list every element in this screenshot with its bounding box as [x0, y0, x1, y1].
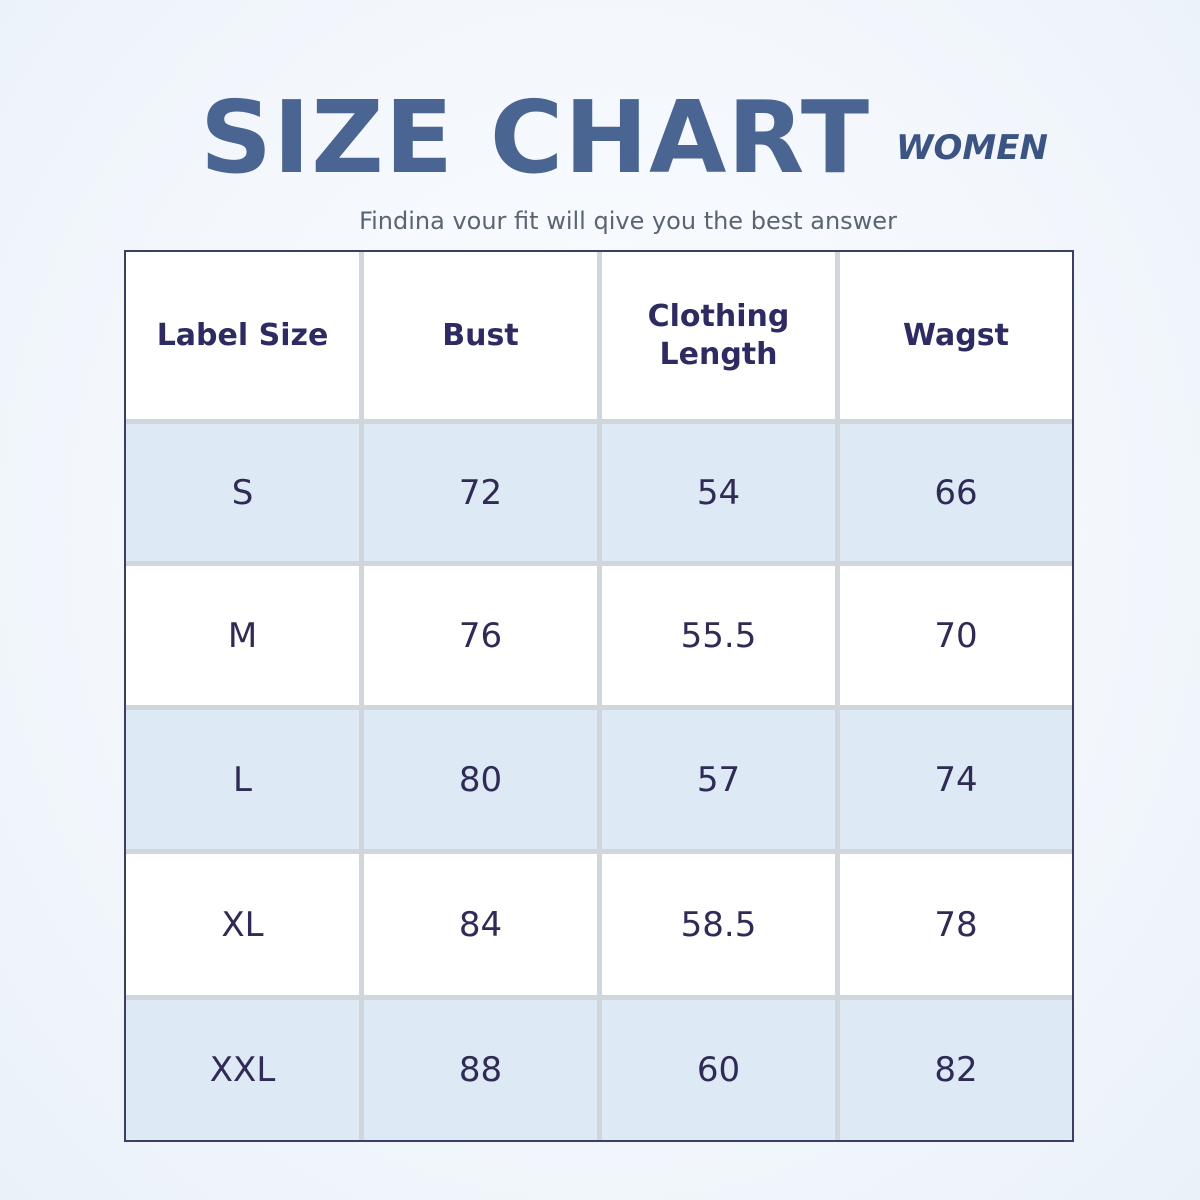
- table-cell-size: S: [126, 424, 364, 566]
- table-cell-waist: 78: [840, 854, 1072, 1000]
- gender-tag: WOMEN: [896, 128, 1048, 168]
- table-cell-bust: 88: [364, 1000, 602, 1140]
- table-cell-length: 54: [602, 424, 840, 566]
- column-header-waist: Wagst: [840, 252, 1072, 424]
- table-cell-size: L: [126, 710, 364, 854]
- table-cell-length: 57: [602, 710, 840, 854]
- table-cell-bust: 80: [364, 710, 602, 854]
- table-cell-size: XXL: [126, 1000, 364, 1140]
- size-table: Label Size Bust Clothing Length Wagst S …: [124, 250, 1074, 1142]
- table-cell-bust: 72: [364, 424, 602, 566]
- table-cell-length: 55.5: [602, 566, 840, 710]
- table-cell-waist: 74: [840, 710, 1072, 854]
- table-cell-bust: 76: [364, 566, 602, 710]
- table-cell-waist: 66: [840, 424, 1072, 566]
- table-cell-length: 58.5: [602, 854, 840, 1000]
- table-cell-bust: 84: [364, 854, 602, 1000]
- table-cell-size: XL: [126, 854, 364, 1000]
- table-cell-size: M: [126, 566, 364, 710]
- page-subtitle: Findina vour fit will qive you the best …: [359, 207, 897, 235]
- table-cell-waist: 70: [840, 566, 1072, 710]
- column-header-clothing-length: Clothing Length: [602, 252, 840, 424]
- page-title: SIZE CHART: [200, 79, 871, 196]
- table-cell-waist: 82: [840, 1000, 1072, 1140]
- column-header-label-size: Label Size: [126, 252, 364, 424]
- column-header-bust: Bust: [364, 252, 602, 424]
- table-cell-length: 60: [602, 1000, 840, 1140]
